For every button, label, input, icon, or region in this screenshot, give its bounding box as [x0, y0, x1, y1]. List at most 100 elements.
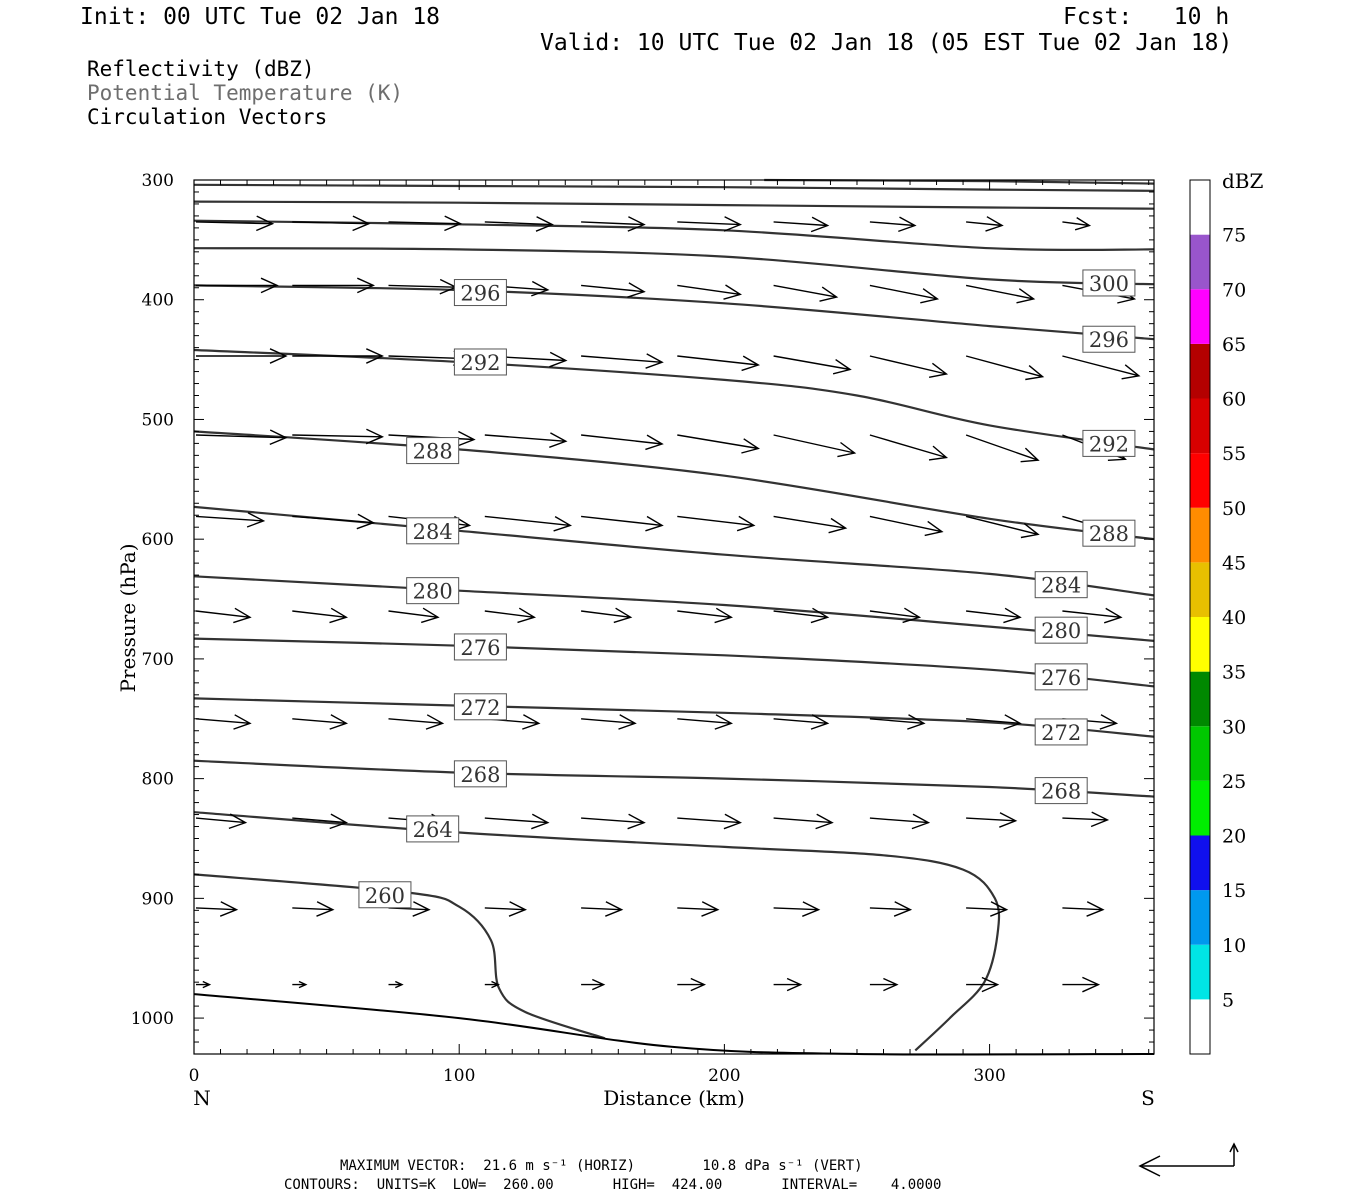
contour-label-text: 280 [413, 580, 453, 604]
init-time: Init: 00 UTC Tue 02 Jan 18 [80, 4, 441, 30]
x-tick-label: 0 [189, 1066, 200, 1086]
circulation-vector [195, 607, 252, 624]
contour-label-text: 276 [1041, 666, 1081, 690]
colorbar-tick-label: 65 [1222, 334, 1246, 356]
colorbar-tick-label: 5 [1222, 989, 1234, 1011]
colorbar-border [1189, 179, 1211, 1055]
contour-label-296: 296 [453, 279, 507, 307]
circulation-vector [677, 813, 742, 830]
max-vector-note: MAXIMUM VECTOR: 21.6 m s⁻¹ (HORIZ) 10.8 … [340, 1158, 863, 1174]
x-tick-label: 100 [443, 1066, 475, 1086]
circulation-vector [196, 277, 279, 294]
x-tick-label: 200 [708, 1066, 740, 1086]
colorbar-tick-label: 40 [1222, 607, 1246, 629]
contour-label-264: 264 [406, 815, 460, 843]
contour-label-284: 284 [406, 517, 460, 545]
circulation-vector [581, 813, 646, 830]
colorbar-bin [1190, 398, 1210, 454]
contour-label-text: 284 [1041, 574, 1081, 598]
circulation-vector [773, 284, 839, 302]
y-tick-label: 700 [142, 650, 174, 670]
contour-label-292: 292 [453, 348, 507, 376]
contour-label-box [406, 517, 460, 545]
contours-note: CONTOURS: UNITS=K LOW= 260.00 HIGH= 424.… [284, 1177, 942, 1193]
colorbar-tick-label: 55 [1222, 443, 1246, 465]
circulation-vector [966, 901, 1009, 917]
colorbar-tick-label: 35 [1222, 662, 1246, 684]
contour-label-text: 292 [460, 351, 500, 375]
circulation-vector [677, 515, 756, 532]
y-tick-label: 300 [142, 171, 174, 191]
contour-label-268: 268 [453, 760, 507, 788]
circulation-vector [581, 901, 624, 917]
colorbar-bin [1190, 180, 1210, 235]
contour-label-text: 292 [1089, 432, 1129, 456]
colorbar-tick-label: 20 [1222, 826, 1246, 848]
contour-label-text: 268 [460, 763, 500, 787]
contour-label-288: 288 [1082, 519, 1136, 547]
circulation-vector [292, 215, 371, 232]
colorbar-tick-label: 75 [1222, 225, 1246, 247]
colorbar-bin [1190, 343, 1210, 399]
circulation-vector [869, 434, 949, 461]
theta-contour-288 [193, 430, 1155, 541]
circulation-vector [677, 216, 743, 232]
colorbar-bin [1190, 507, 1210, 563]
reference-vector [1138, 1142, 1239, 1177]
circulation-vector [1062, 811, 1110, 828]
theta-contour-308 [193, 200, 1155, 210]
circulation-vector [581, 515, 664, 532]
circulation-vector [581, 978, 606, 991]
contour-label-272: 272 [1034, 718, 1088, 746]
legend-potential-temperature: Potential Temperature (K) [87, 81, 404, 105]
contour-label-box [453, 760, 507, 788]
theta-contour-304 [193, 219, 1155, 252]
contour-label-260: 260 [358, 881, 412, 909]
circulation-vector [581, 216, 646, 232]
contour-label-box [453, 693, 507, 721]
y-tick-label: 400 [142, 291, 174, 311]
contour-label-box [453, 279, 507, 307]
contour-label-300: 300 [1082, 269, 1136, 297]
circulation-vector [869, 515, 944, 537]
circulation-vector [1062, 355, 1141, 380]
circulation-vector [388, 714, 445, 730]
y-axis-label: Pressure (hPa) [116, 544, 140, 693]
colorbar-tick-label: 60 [1222, 389, 1246, 411]
theta-contour-272 [193, 697, 1155, 738]
circulation-vector [869, 714, 926, 730]
y-tick-label: 500 [142, 410, 174, 430]
circulation-vector [677, 607, 733, 624]
plot-border [193, 179, 1155, 1055]
legend-circulation-vectors: Circulation Vectors [87, 105, 328, 129]
plot-frame [193, 179, 1155, 1055]
circulation-vector [484, 813, 550, 830]
circulation-vector [292, 277, 376, 294]
circulation-vector [869, 977, 899, 992]
circulation-vector [966, 976, 1000, 993]
colorbar-bin [1190, 890, 1210, 945]
contour-label-box [1082, 269, 1136, 297]
colorbar-bin [1190, 726, 1210, 781]
circulation-vector [966, 607, 1022, 624]
circulation-vector [195, 813, 248, 830]
contour-label-text: 272 [460, 696, 500, 720]
theta-contours [193, 178, 1155, 1052]
colorbar-bin [1190, 780, 1210, 836]
contour-label-296: 296 [1082, 325, 1136, 353]
circulation-vector [677, 355, 760, 372]
circulation-vector [1062, 976, 1101, 993]
contour-label-box [1034, 777, 1088, 805]
circulation-vector [869, 813, 931, 830]
colorbar-tick-label: 15 [1222, 880, 1246, 902]
axes: Pressure (hPa) Distance (km) N S 0 100 200… [116, 171, 1155, 1110]
contour-label-text: 260 [365, 884, 405, 908]
circulation-vector [388, 607, 440, 624]
legend-reflectivity: Reflectivity (dBZ) [87, 57, 315, 81]
circulation-vector [581, 353, 664, 369]
contour-label-text: 284 [413, 520, 453, 544]
circulation-vector [773, 434, 857, 458]
circulation-vector [388, 278, 458, 295]
colorbar-tick-label: 50 [1222, 498, 1246, 520]
circulation-vector [773, 216, 830, 233]
